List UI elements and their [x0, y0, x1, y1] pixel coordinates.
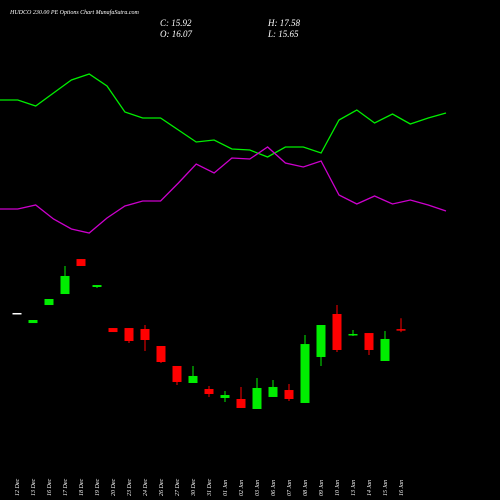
candle-body — [188, 375, 198, 383]
x-tick-label: 16 Jan — [399, 480, 405, 496]
candle-body — [172, 365, 182, 382]
x-tick-label: 06 Jan — [271, 480, 277, 496]
candle-body — [28, 320, 38, 324]
summary-high: H: 17.58 — [267, 18, 300, 28]
candle-body — [92, 285, 102, 287]
candle-body — [364, 333, 374, 350]
candle-body — [268, 386, 278, 397]
candle-body — [108, 328, 118, 333]
candle-body — [236, 398, 246, 408]
x-tick-label: 26 Dec — [159, 479, 165, 496]
x-tick-label: 09 Jan — [319, 480, 325, 496]
summary-open: O: 16.07 — [160, 29, 192, 39]
x-tick-label: 13 Dec — [31, 479, 37, 496]
x-tick-label: 16 Dec — [47, 479, 53, 496]
candle-body — [316, 325, 326, 358]
x-tick-label: 08 Jan — [303, 480, 309, 496]
candle-body — [156, 346, 166, 363]
line-series — [0, 73, 447, 158]
candle-body — [204, 389, 214, 395]
chart-title: HUDCO 230.00 PE Options Chart MunafaSutr… — [9, 9, 140, 16]
candle-body — [252, 387, 262, 409]
x-tick-label: 02 Jan — [239, 480, 245, 496]
x-tick-label: 18 Dec — [79, 479, 85, 496]
candle-body — [380, 338, 390, 361]
x-tick-label: 24 Dec — [142, 479, 149, 496]
x-tick-label: 31 Dec — [207, 479, 213, 497]
x-tick-label: 23 Dec — [127, 479, 133, 496]
candle-body — [140, 328, 150, 340]
x-tick-label: 30 Dec — [191, 479, 197, 497]
x-tick-label: 03 Jan — [255, 480, 261, 496]
candle-body — [220, 395, 230, 398]
candle-body — [76, 259, 86, 267]
candle-body — [396, 329, 406, 331]
candle-body — [284, 390, 294, 399]
x-tick-label: 19 Dec — [95, 479, 101, 496]
summary-close: C: 15.92 — [160, 18, 192, 28]
x-tick-label: 20 Dec — [111, 479, 117, 496]
line-series — [0, 146, 447, 234]
x-tick-label: 14 Jan — [366, 480, 373, 496]
x-tick-label: 15 Jan — [383, 480, 389, 496]
x-tick-label: 17 Dec — [63, 479, 69, 496]
candle-body — [332, 314, 342, 350]
x-tick-label: 01 Jan — [223, 480, 229, 496]
candle-body — [44, 299, 54, 306]
x-tick-label: 07 Jan — [287, 480, 293, 496]
candle-body — [300, 344, 310, 403]
x-tick-label: 10 Jan — [335, 480, 341, 496]
x-tick-label: 27 Dec — [175, 479, 181, 496]
candle-body — [60, 275, 70, 295]
candle-body — [12, 312, 22, 315]
x-tick-label: 12 Dec — [15, 479, 21, 496]
x-tick-label: 13 Jan — [351, 480, 357, 496]
summary-low: L: 15.65 — [267, 29, 299, 39]
candle-body — [348, 333, 358, 336]
candle-body — [124, 328, 134, 342]
